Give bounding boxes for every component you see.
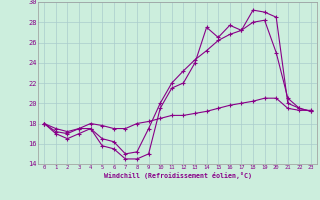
X-axis label: Windchill (Refroidissement éolien,°C): Windchill (Refroidissement éolien,°C) xyxy=(104,172,252,179)
